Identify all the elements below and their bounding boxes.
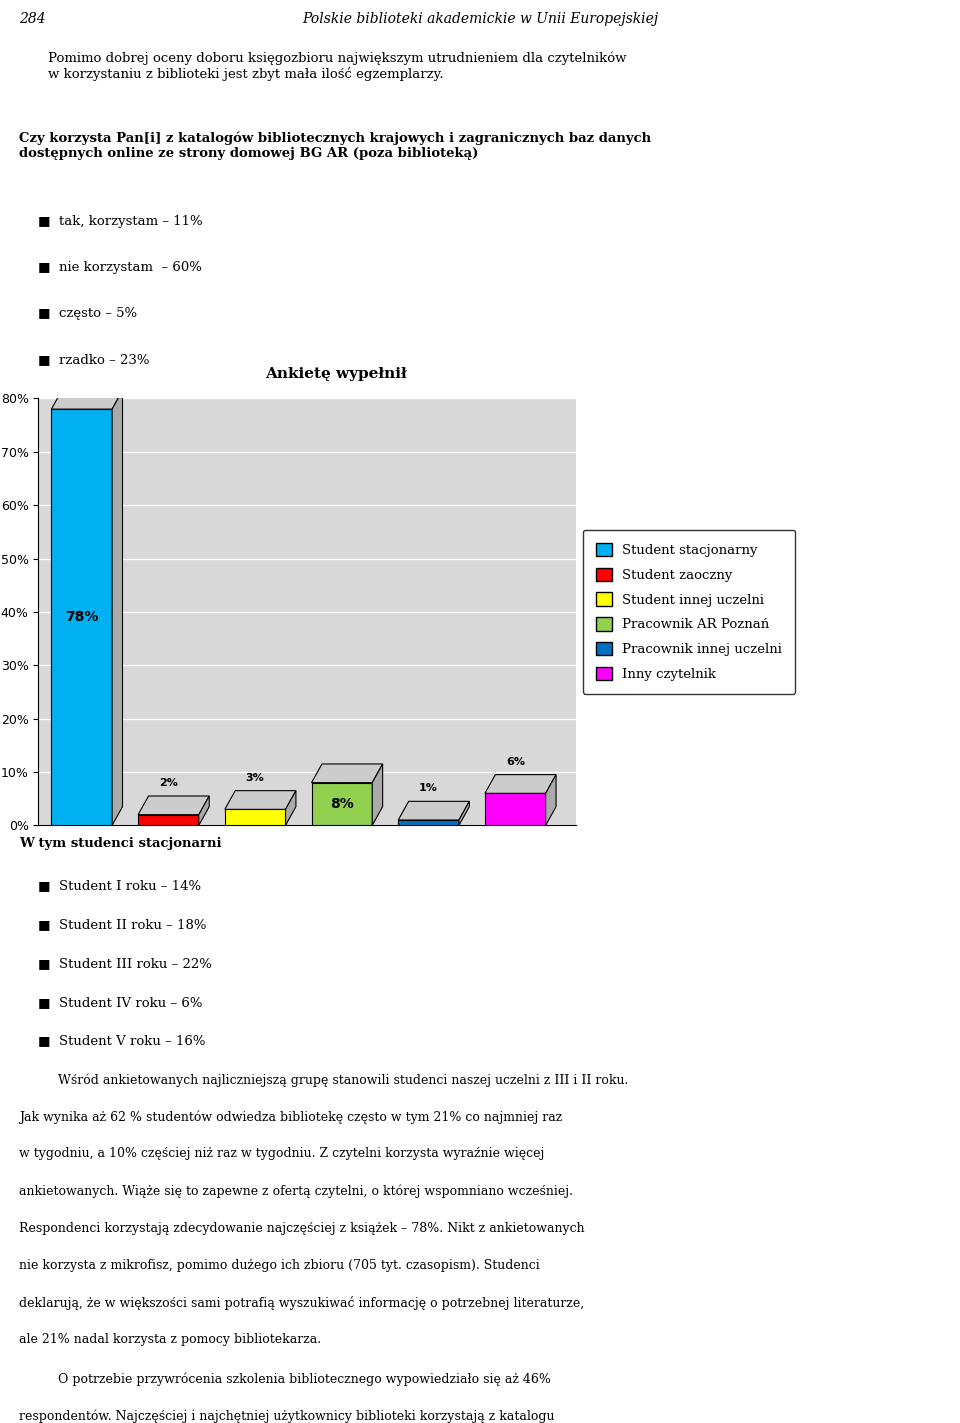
Bar [398,820,459,825]
Text: ■  Student V roku – 16%: ■ Student V roku – 16% [38,1035,205,1047]
Text: ankietowanych. Wiąże się to zapewne z ofertą czytelni, o której wspomniano wcześ: ankietowanych. Wiąże się to zapewne z of… [19,1184,573,1198]
Text: Respondenci korzystają zdecydowanie najczęściej z książek – 78%. Nikt z ankietow: Respondenci korzystają zdecydowanie najc… [19,1221,585,1235]
Text: ■  Student II roku – 18%: ■ Student II roku – 18% [38,918,207,931]
Polygon shape [312,764,383,783]
Text: 284: 284 [19,11,46,26]
Text: Polskie biblioteki akademickie w Unii Europejskiej: Polskie biblioteki akademickie w Unii Eu… [302,11,658,26]
Text: 3%: 3% [246,773,265,783]
Polygon shape [52,390,123,410]
Text: Wśród ankietowanych najliczniejszą grupę stanowili studenci naszej uczelni z III: Wśród ankietowanych najliczniejszą grupę… [58,1073,628,1087]
Polygon shape [138,795,209,814]
Polygon shape [372,764,383,825]
Text: 78%: 78% [65,610,99,625]
Text: 6%: 6% [506,757,525,767]
Text: Ankietę wypełnił: Ankietę wypełnił [265,367,407,380]
Text: Jak wynika aż 62 % studentów odwiedza bibliotekę często w tym 21% co najmniej ra: Jak wynika aż 62 % studentów odwiedza bi… [19,1110,563,1124]
Text: ■  Student I roku – 14%: ■ Student I roku – 14% [38,879,202,892]
Polygon shape [225,791,296,810]
Text: Czy korzysta Pan[i] z katalogów bibliotecznych krajowych i zagranicznych baz dan: Czy korzysta Pan[i] z katalogów bibliote… [19,131,651,159]
Text: ■  Student III roku – 22%: ■ Student III roku – 22% [38,956,212,970]
Text: 8%: 8% [330,797,353,811]
Polygon shape [285,791,296,825]
Text: 1%: 1% [420,783,438,794]
Bar [138,814,199,825]
Text: ■  rzadko – 23%: ■ rzadko – 23% [38,353,150,366]
Text: Pomimo dobrej oceny doboru księgozbioru największym utrudnieniem dla czytelników: Pomimo dobrej oceny doboru księgozbioru … [48,51,627,81]
Polygon shape [199,795,209,825]
Bar [52,410,112,825]
Polygon shape [112,390,123,825]
Text: nie korzysta z mikrofisz, pomimo dużego ich zbioru (705 tyt. czasopism). Studenc: nie korzysta z mikrofisz, pomimo dużego … [19,1258,540,1272]
Polygon shape [485,774,556,794]
Bar [312,783,372,825]
Legend: Student stacjonarny, Student zaoczny, Student innej uczelni, Pracownik AR Poznań: Student stacjonarny, Student zaoczny, St… [583,529,795,694]
Polygon shape [398,801,469,820]
Text: O potrzebie przywrócenia szkolenia bibliotecznego wypowiedziało się aż 46%: O potrzebie przywrócenia szkolenia bibli… [58,1373,550,1386]
Text: ■  często – 5%: ■ często – 5% [38,307,137,320]
Text: 2%: 2% [159,778,178,788]
Polygon shape [545,774,556,825]
Text: ■  tak, korzystam – 11%: ■ tak, korzystam – 11% [38,215,203,228]
Text: ale 21% nadal korzysta z pomocy bibliotekarza.: ale 21% nadal korzysta z pomocy bibliote… [19,1333,322,1346]
Bar [485,794,545,825]
Text: ■  Student IV roku – 6%: ■ Student IV roku – 6% [38,996,203,1009]
Bar [225,810,285,825]
Text: w tygodniu, a 10% częściej niż raz w tygodniu. Z czytelni korzysta wyraźnie więc: w tygodniu, a 10% częściej niż raz w tyg… [19,1147,544,1161]
Text: ■  nie korzystam  – 60%: ■ nie korzystam – 60% [38,260,203,275]
Text: respondentów. Najczęściej i najchętniej użytkownicy biblioteki korzystają z kata: respondentów. Najczęściej i najchętniej … [19,1410,555,1423]
Text: deklarują, że w większości sami potrafią wyszukiwać informację o potrzebnej lite: deklarują, że w większości sami potrafią… [19,1296,585,1309]
Polygon shape [459,801,469,825]
Text: W tym studenci stacjonarni: W tym studenci stacjonarni [19,837,222,851]
